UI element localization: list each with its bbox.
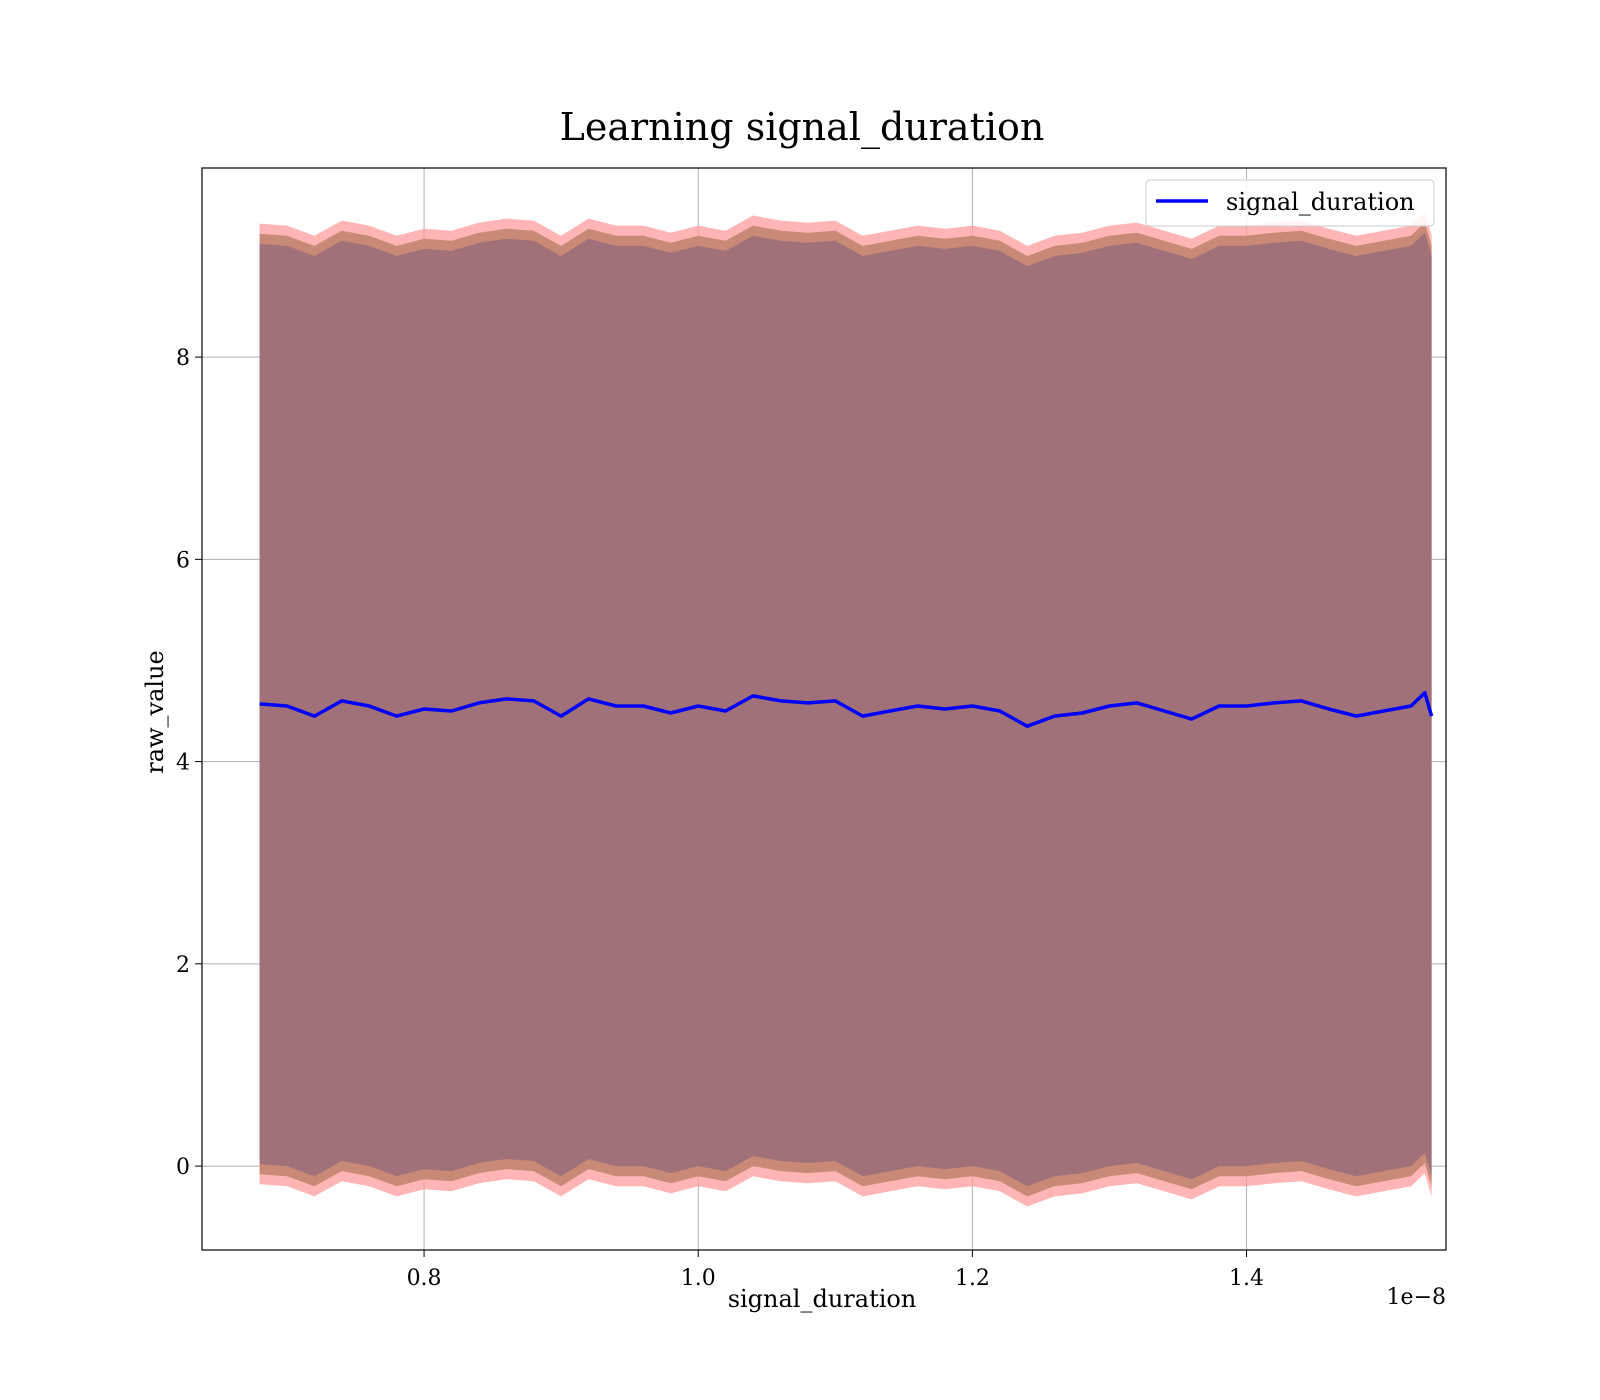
y-tick-label: 4 <box>176 751 190 776</box>
y-tick-label: 0 <box>176 1155 190 1180</box>
x-axis-ticks: 0.8 1.0 1.2 1.4 <box>407 1250 1264 1291</box>
x-tick-label: 1.2 <box>955 1266 990 1291</box>
y-axis-ticks: 0 2 4 6 8 <box>176 346 202 1180</box>
legend-box <box>1145 179 1435 227</box>
y-axis-label: raw_value <box>141 650 169 774</box>
x-tick-label: 1.0 <box>681 1266 716 1291</box>
y-tick-label: 8 <box>176 346 190 371</box>
series-line-signal-duration <box>259 691 1434 728</box>
y-tick-label: 6 <box>176 548 190 573</box>
x-tick-label: 0.8 <box>407 1266 442 1291</box>
x-axis-offset-label: 1e−8 <box>1387 1285 1446 1310</box>
legend-label-signal-duration: signal_duration <box>1226 188 1415 216</box>
axes-frame <box>201 167 1447 1251</box>
plot-area <box>201 167 1447 1251</box>
band-inner <box>259 232 1432 1187</box>
y-tick-label: 2 <box>176 953 190 978</box>
x-tick-label: 1.4 <box>1229 1266 1264 1291</box>
legend: signal_duration <box>1145 179 1435 227</box>
chart-title: Learning signal_duration <box>560 105 1045 150</box>
confidence-bands <box>259 212 1432 1207</box>
x-axis-label: signal_duration <box>728 1285 917 1313</box>
